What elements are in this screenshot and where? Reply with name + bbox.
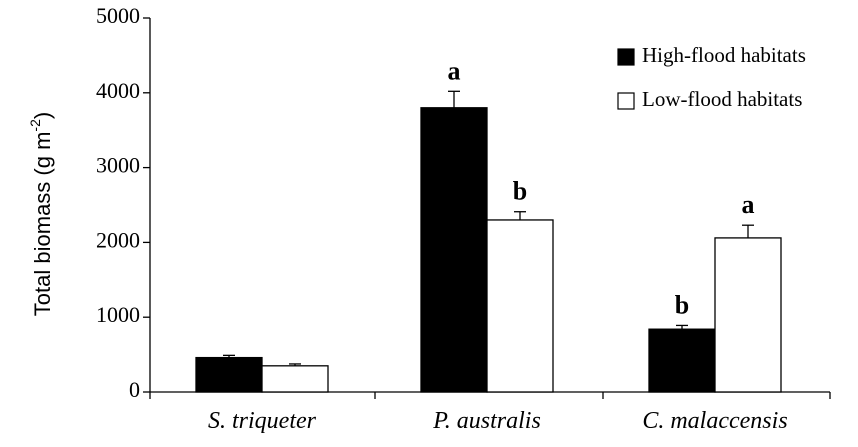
- x-tick-label: C. malaccensis: [642, 408, 787, 434]
- bar: [261, 365, 329, 393]
- y-tick-label: 4000: [96, 78, 140, 103]
- x-tick-label: S. triqueter: [208, 408, 317, 434]
- y-axis-label-close: ): [30, 112, 55, 119]
- y-tick-label: 1000: [96, 302, 140, 327]
- y-axis-label-superscript: -2: [27, 119, 43, 132]
- svg-text:Total biomass (g m-2): Total biomass (g m-2): [27, 112, 55, 316]
- bar: [486, 219, 554, 393]
- significance-letter: b: [675, 290, 689, 319]
- y-axis-label: Total biomass (g m-2): [27, 112, 55, 316]
- legend-swatch: [617, 92, 635, 110]
- y-tick-label: 0: [129, 377, 140, 402]
- significance-letter: a: [448, 56, 461, 85]
- bar: [195, 356, 263, 393]
- y-tick-label: 2000: [96, 227, 140, 252]
- x-tick-label: P. australis: [432, 408, 541, 434]
- bar: [420, 107, 488, 393]
- bar: [648, 328, 716, 393]
- y-axis-label-main: Total biomass (g m: [30, 132, 55, 317]
- legend-label: Low-flood habitats: [642, 87, 802, 111]
- legend-label: High-flood habitats: [642, 43, 806, 67]
- significance-letter: a: [742, 190, 755, 219]
- y-tick-label: 5000: [96, 3, 140, 28]
- y-tick-label: 3000: [96, 153, 140, 178]
- legend-swatch: [617, 48, 635, 66]
- legend: High-flood habitats Low-flood habitats: [617, 43, 806, 111]
- bar: [714, 237, 782, 393]
- significance-letter: b: [513, 177, 527, 206]
- plot-area: 0 1000 2000 3000 4000 5000 S. triqueter P. aust…: [96, 3, 831, 434]
